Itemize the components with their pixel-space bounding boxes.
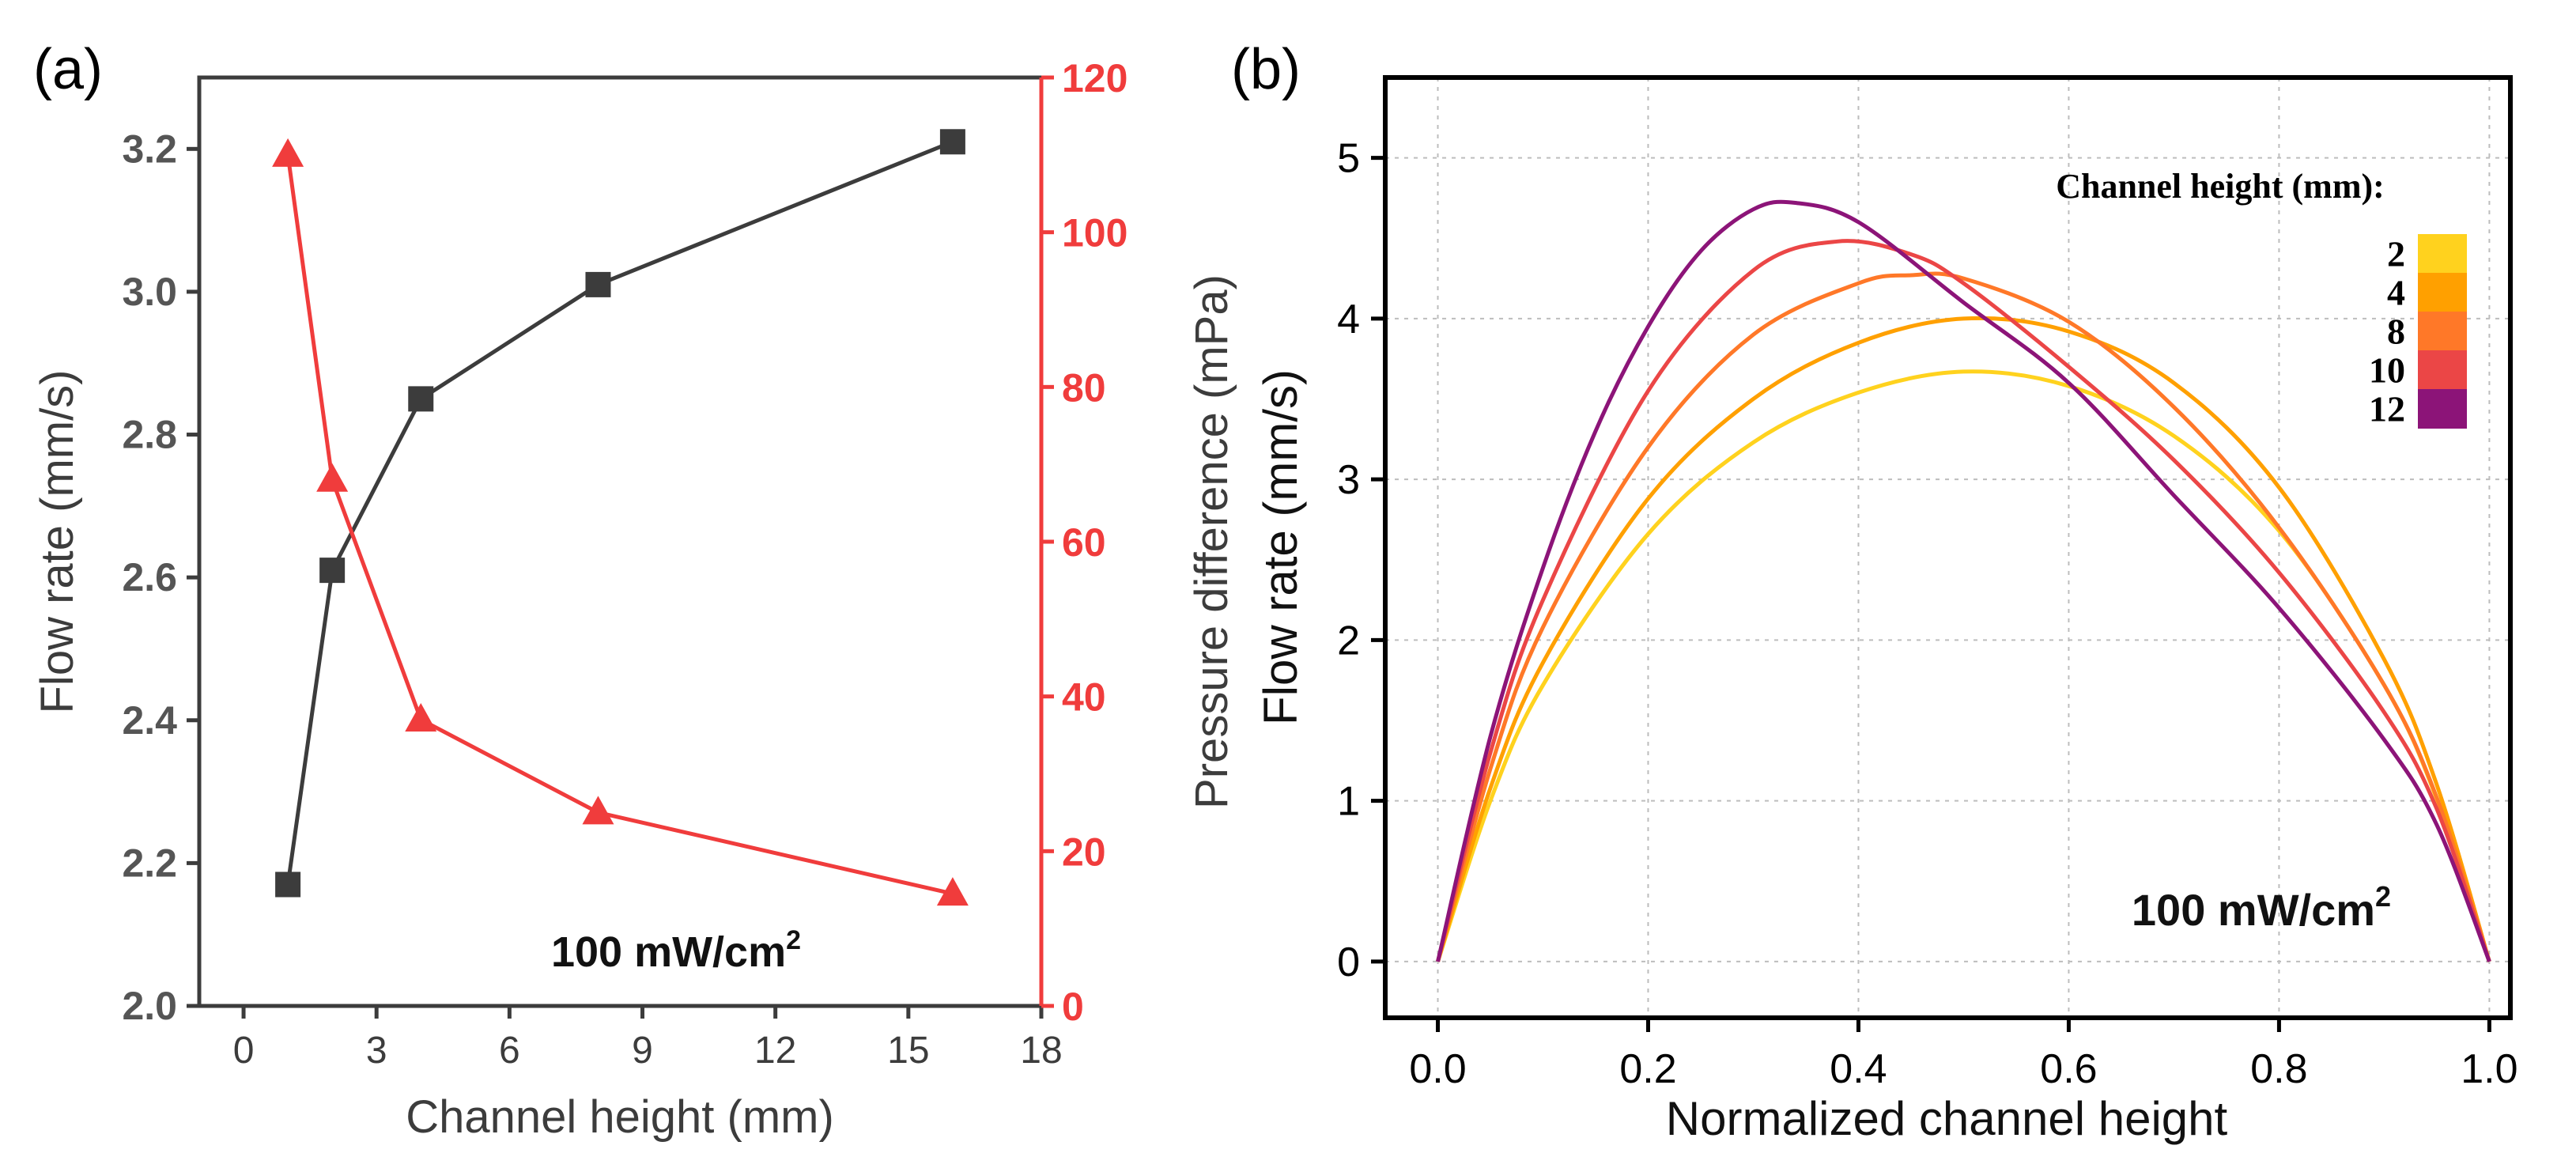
panel-a-y-left-ticks: 2.0 2.2 2.4 2.6 2.8 3.0 3.2 [122,127,199,1028]
a-flow-rate-point [275,871,301,898]
a-y-left-tick-label: 2.2 [122,841,177,885]
a-x-tick-label: 18 [1020,1030,1062,1072]
panel-b-y-ticks: 0 1 2 3 4 5 [1337,136,1385,985]
panel-b-label: (b) [1231,38,1301,101]
panel-a: (a) 0 3 6 9 12 15 18 2.0 2.2 2.4 2.6 2.8 3.0 3.2 0 20… [32,38,1237,1143]
a-x-tick-label: 3 [366,1030,387,1072]
panel-a-label: (a) [33,38,103,101]
b-y-tick-label: 3 [1337,457,1360,503]
a-flow-rate-point [585,271,611,297]
panel-b-y-axis-label: Flow rate (mm/s) [1254,369,1307,725]
a-flow-rate-point [408,386,434,412]
b-series-line-12 [1436,199,2491,962]
a-y-right-tick-label: 100 [1062,211,1127,255]
a-x-tick-label: 9 [632,1030,653,1072]
a-y-right-tick-label: 120 [1062,56,1127,100]
panel-b-annotation: 100 mW/cm2 [2132,880,2391,935]
panel-a-y-right-axis-label: Pressure difference (mPa) [1186,274,1237,809]
a-pressure-point [405,703,437,732]
a-y-right-tick-label: 60 [1062,520,1106,565]
a-flow-rate-point [319,558,346,584]
panel-a-y-right-ticks: 0 20 40 60 80 100 120 [1039,56,1127,1029]
legend-swatch-10 [2418,350,2467,390]
b-y-tick-label: 5 [1337,136,1360,182]
panel-a-x-axis-label: Channel height (mm) [406,1091,834,1143]
a-y-left-tick-label: 2.0 [122,984,177,1028]
a-x-tick-label: 6 [499,1030,520,1072]
b-x-tick-label: 0.4 [1830,1046,1887,1092]
a-y-left-tick-label: 2.4 [122,698,177,743]
a-y-right-tick-label: 80 [1062,365,1106,410]
a-x-tick-label: 12 [754,1030,796,1072]
legend-label-8: 8 [2387,312,2405,352]
b-series-line-8 [1436,271,2491,962]
b-x-tick-label: 1.0 [2461,1046,2517,1092]
panel-a-x-ticks: 0 3 6 9 12 15 18 [233,1006,1063,1072]
b-series-line-10 [1436,239,2491,962]
a-y-left-tick-label: 3.0 [122,270,177,314]
b-y-tick-label: 0 [1337,939,1360,985]
a-y-left-tick-label: 2.6 [122,555,177,599]
panel-a-marks [272,129,969,906]
panel-b-marks [1436,199,2491,962]
a-pressure-point [316,463,349,492]
panel-a-y-left-axis-label: Flow rate (mm/s) [32,370,83,714]
b-x-tick-label: 0.6 [2040,1046,2097,1092]
legend-swatch-12 [2418,389,2467,429]
a-y-right-tick-label: 20 [1062,830,1106,874]
legend-swatch-2 [2418,234,2467,274]
legend-swatch-8 [2418,312,2467,351]
a-y-left-tick-label: 3.2 [122,127,177,171]
legend-label-12: 12 [2369,389,2405,429]
a-y-right-tick-label: 0 [1062,985,1084,1029]
b-x-tick-label: 0.8 [2250,1046,2307,1092]
panel-b-x-ticks: 0.0 0.2 0.4 0.6 0.8 1.0 [1409,1018,2518,1092]
a-pressure-point [582,796,614,825]
legend-label-2: 2 [2387,234,2405,274]
b-y-tick-label: 2 [1337,618,1360,664]
panel-a-annotation: 100 mW/cm2 [551,925,801,976]
legend-swatch-4 [2418,273,2467,312]
b-series-line-4 [1436,316,2491,962]
legend-label-10: 10 [2369,350,2405,391]
a-flow-rate-point [939,129,965,155]
panel-b-frame [1383,75,2513,1020]
b-y-tick-label: 1 [1337,779,1360,825]
panel-b-x-axis-label: Normalized channel height [1666,1092,2228,1145]
b-x-tick-label: 0.0 [1409,1046,1466,1092]
legend-label-4: 4 [2387,273,2405,313]
a-y-left-tick-label: 2.8 [122,413,177,457]
legend-title: Channel height (mm): [2056,167,2385,206]
a-pressure-point [272,138,304,167]
a-x-tick-label: 0 [233,1030,255,1072]
b-y-tick-label: 4 [1337,297,1360,342]
a-y-right-tick-label: 40 [1062,675,1106,720]
b-x-tick-label: 0.2 [1619,1046,1676,1092]
a-pressure-point [936,877,969,906]
a-x-tick-label: 15 [887,1030,929,1072]
